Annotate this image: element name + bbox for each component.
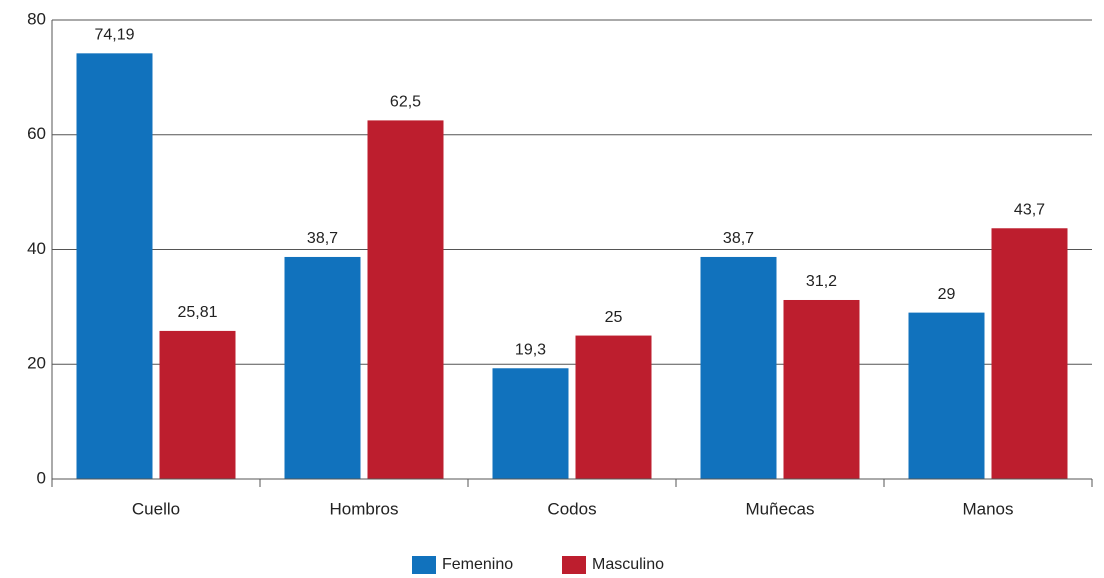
bar [367, 120, 444, 479]
legend-swatch [412, 556, 436, 574]
bar [908, 312, 985, 479]
x-tick-label: Manos [962, 499, 1013, 518]
y-tick-label: 40 [27, 239, 46, 258]
data-label: 38,7 [723, 230, 754, 247]
y-tick-label: 20 [27, 354, 46, 373]
data-label: 29 [938, 286, 956, 303]
bar [700, 256, 777, 479]
data-label: 25 [605, 309, 623, 326]
bar [783, 299, 860, 479]
y-tick-label: 80 [27, 9, 46, 28]
bar [575, 335, 652, 479]
bar [76, 53, 153, 480]
legend-label: Masculino [592, 556, 664, 573]
bar [492, 368, 569, 479]
data-label: 43,7 [1014, 201, 1045, 218]
x-tick-label: Codos [547, 499, 596, 518]
data-label: 25,81 [177, 304, 217, 321]
data-label: 62,5 [390, 94, 421, 111]
legend-swatch [562, 556, 586, 574]
x-tick-label: Cuello [132, 499, 180, 518]
y-tick-label: 0 [37, 468, 46, 487]
bar [991, 228, 1068, 479]
data-label: 31,2 [806, 273, 837, 290]
x-tick-label: Hombros [330, 499, 399, 518]
x-tick-label: Muñecas [746, 499, 815, 518]
bar [284, 256, 361, 479]
bar [159, 330, 236, 479]
data-label: 38,7 [307, 230, 338, 247]
data-label: 74,19 [94, 27, 134, 44]
data-label: 19,3 [515, 341, 546, 358]
y-tick-label: 60 [27, 124, 46, 143]
legend-label: Femenino [442, 556, 513, 573]
